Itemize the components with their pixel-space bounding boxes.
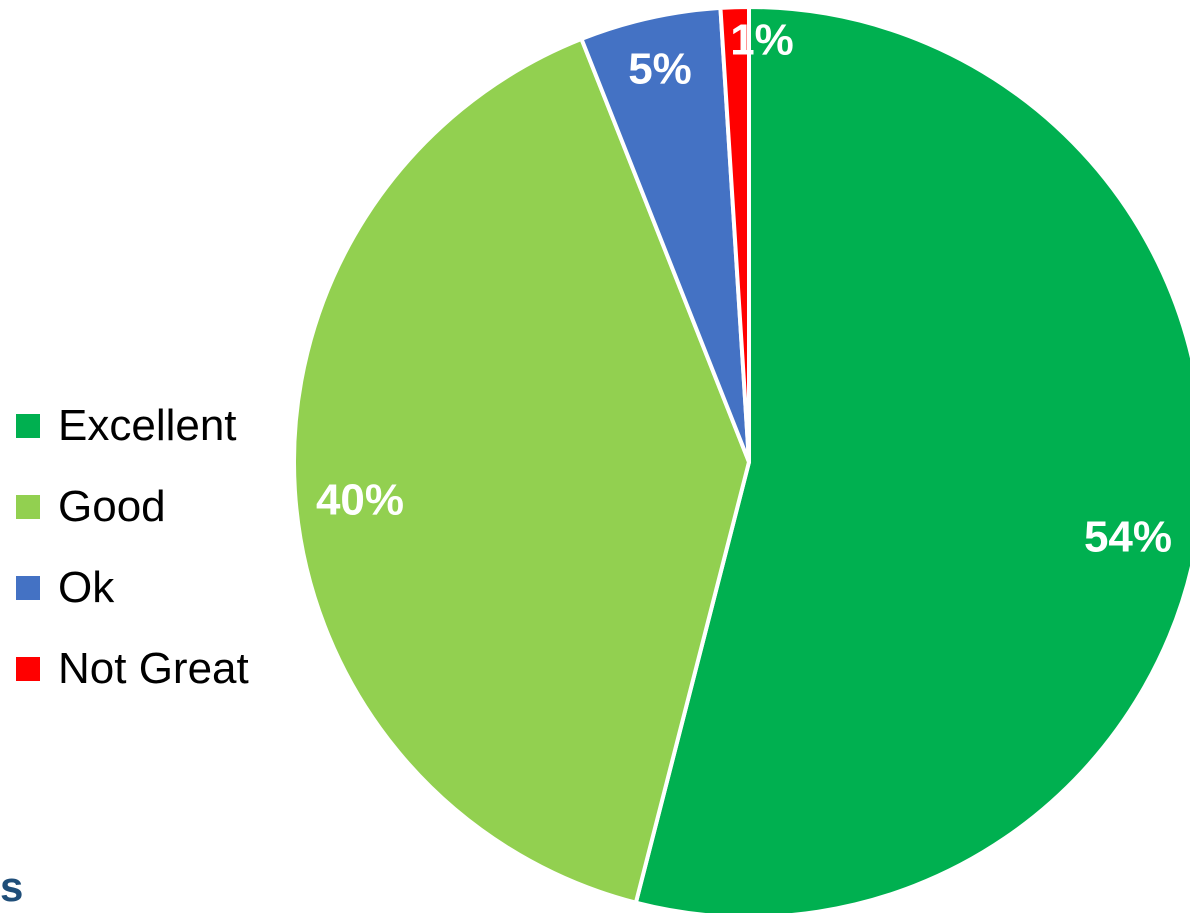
legend-item-ok: Ok (16, 547, 316, 628)
legend-item-good: Good (16, 466, 316, 547)
corner-text-fragment: s (0, 863, 24, 910)
legend-swatch-good (16, 494, 40, 519)
legend-label-excellent: Excellent (58, 400, 237, 450)
legend-label-ok: Ok (58, 562, 115, 612)
legend-swatch-ok (16, 575, 40, 600)
pie-slice-good (292, 36, 751, 905)
legend-swatch-excellent (16, 413, 40, 438)
legend-label-not-great: Not Great (58, 643, 249, 693)
data-label-excellent: 54% (1084, 513, 1172, 562)
pie-slice-excellent (633, 5, 1190, 913)
pie-slice-not-great (718, 5, 751, 464)
pie-slice-ok (579, 5, 751, 464)
legend-swatch-not-great (16, 656, 40, 681)
data-label-not-great: 1% (730, 16, 794, 65)
legend-item-excellent: Excellent (16, 385, 316, 466)
data-label-good: 40% (316, 476, 404, 525)
legend-item-not-great: Not Great (16, 628, 316, 709)
legend-label-good: Good (58, 481, 166, 531)
chart-legend: Excellent Good Ok Not Great (16, 385, 316, 709)
data-label-ok: 5% (628, 45, 692, 94)
